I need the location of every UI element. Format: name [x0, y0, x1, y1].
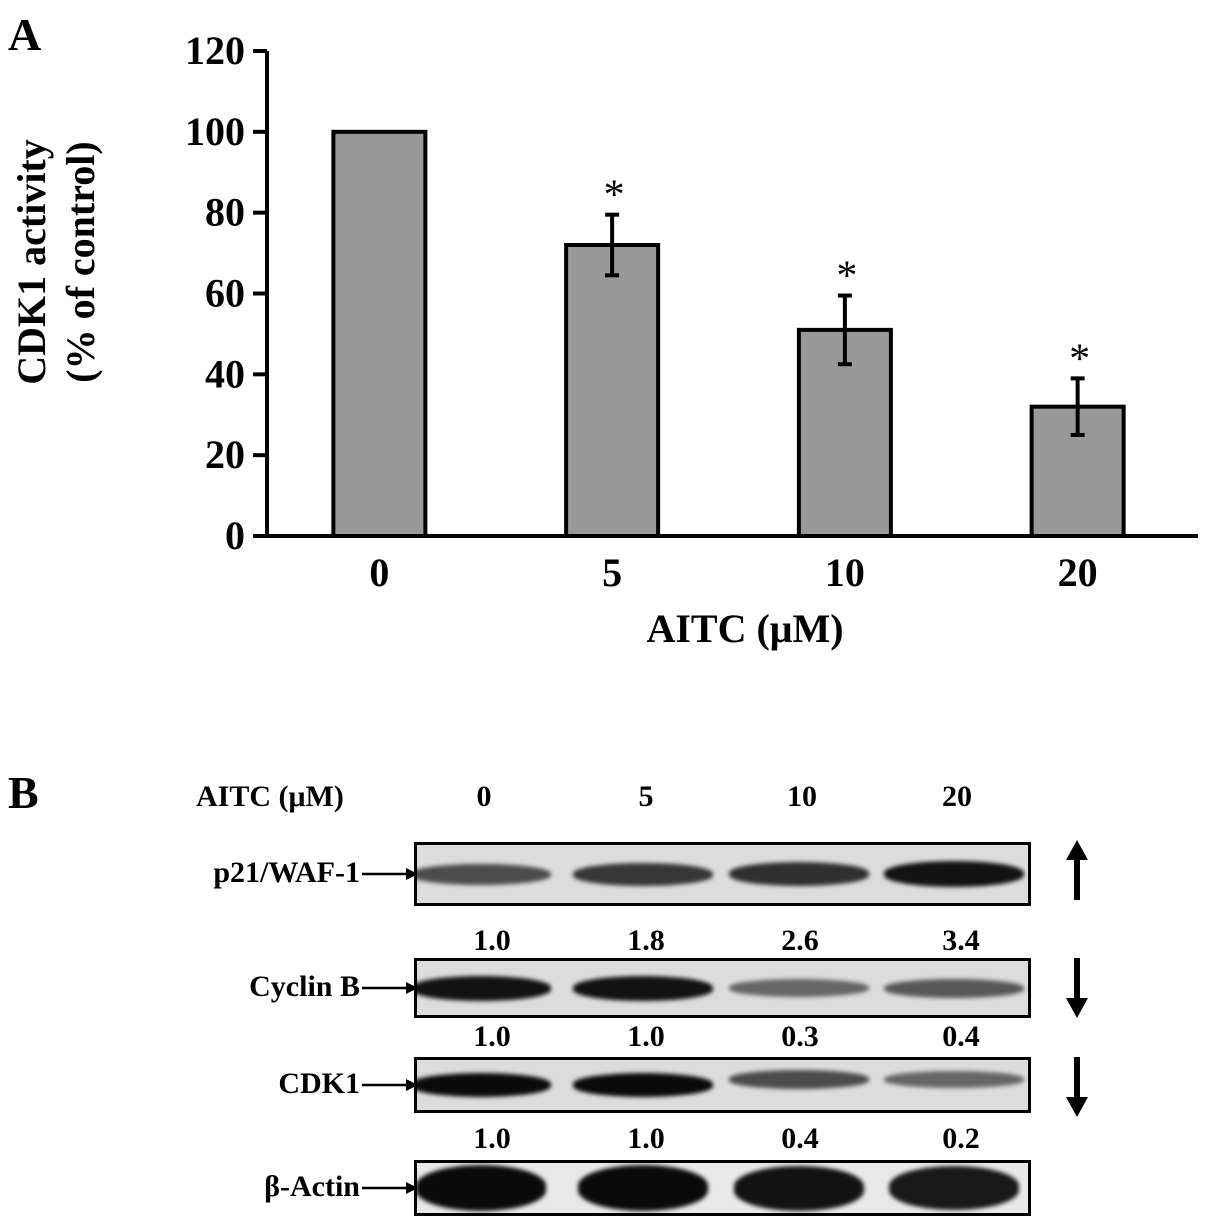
error-bars — [605, 212, 1085, 437]
band-pointer-arrow-icon — [362, 1079, 418, 1091]
protein-band — [884, 1070, 1024, 1088]
band-pointer-arrow-icon — [362, 868, 418, 880]
protein-band — [729, 862, 869, 886]
band-quantification-value: 2.6 — [781, 924, 819, 957]
x-axis-label: AITC (μM) — [646, 606, 843, 651]
band-pointer-arrow-icon — [362, 1182, 418, 1194]
blot-strip — [414, 1160, 1031, 1216]
protein-band — [417, 1165, 546, 1211]
significance-asterisk: * — [836, 254, 857, 300]
y-tick-label: 20 — [205, 432, 245, 477]
protein-band — [889, 1166, 1019, 1210]
x-tick-label: 5 — [602, 550, 622, 595]
significance-asterisk: * — [604, 173, 625, 219]
band-quantification-value: 1.0 — [627, 1122, 665, 1155]
band-label: β-Actin — [264, 1170, 360, 1203]
x-tick-label: 0 — [369, 550, 389, 595]
band-quantification-value: 3.4 — [942, 924, 980, 957]
bar — [1029, 404, 1126, 538]
band-quantification-value: 0.4 — [942, 1020, 980, 1053]
panel-b-letter: B — [8, 767, 39, 818]
protein-band — [884, 978, 1024, 998]
protein-band — [417, 1073, 551, 1097]
blot-strip — [414, 842, 1031, 906]
significance-markers: * * * — [604, 173, 1091, 383]
y-tick-label: 80 — [205, 190, 245, 235]
y-tick-label: 100 — [185, 109, 245, 154]
x-tick-label: 20 — [1058, 550, 1098, 595]
up-arrow-icon — [1066, 840, 1088, 900]
y-axis-label-line2: (% of control) — [58, 141, 103, 382]
y-tick-label: 120 — [185, 28, 245, 73]
protein-band — [573, 1073, 713, 1097]
protein-band — [729, 979, 869, 997]
band-quantification-value: 1.0 — [473, 924, 511, 957]
band-quantification-value: 1.0 — [473, 1020, 511, 1053]
band-label: CDK1 — [278, 1067, 360, 1100]
bar — [564, 243, 661, 538]
down-arrow-icon — [1066, 958, 1088, 1018]
down-arrow-icon — [1066, 1057, 1088, 1117]
band-quantification-value: 1.8 — [627, 924, 665, 957]
lane-label: 10 — [787, 780, 817, 813]
protein-band — [417, 863, 551, 885]
protein-band — [573, 975, 713, 1001]
cdk1-activity-bar-chart: 0 20 40 60 80 100 120 0 5 10 20 * * * CDK1 activity… — [9, 28, 1198, 651]
lane-label: 20 — [942, 780, 972, 813]
panel-a-letter: A — [8, 9, 42, 60]
band-quantification-value: 1.0 — [473, 1122, 511, 1155]
blot-strip — [414, 958, 1031, 1018]
protein-band — [884, 861, 1024, 887]
band-pointer-arrow-icon — [362, 982, 418, 994]
blot-strip — [414, 1057, 1031, 1113]
band-quantification-value: 0.4 — [781, 1122, 819, 1155]
protein-band — [729, 1069, 869, 1089]
lane-label: 5 — [638, 780, 654, 813]
lane-label: 0 — [476, 780, 492, 813]
band-quantification-value: 0.2 — [942, 1122, 980, 1155]
x-tick-label: 10 — [825, 550, 865, 595]
band-label: Cyclin B — [249, 970, 360, 1003]
western-blot-header-label: AITC (μM) — [196, 780, 344, 813]
y-tick-label: 0 — [225, 513, 245, 558]
y-axis-label-line1: CDK1 activity — [9, 139, 54, 385]
protein-band — [734, 1165, 864, 1211]
y-tick-label: 60 — [205, 271, 245, 316]
protein-band — [417, 975, 551, 1001]
band-quantification-value: 0.3 — [781, 1020, 819, 1053]
y-axis: 0 20 40 60 80 100 120 — [185, 28, 269, 558]
band-quantification-value: 1.0 — [627, 1020, 665, 1053]
bars — [331, 129, 1126, 538]
y-tick-label: 40 — [205, 351, 245, 396]
band-label: p21/WAF-1 — [213, 856, 360, 889]
significance-asterisk: * — [1069, 336, 1090, 382]
protein-band — [578, 1165, 708, 1211]
bar — [331, 129, 428, 538]
protein-band — [573, 862, 713, 886]
